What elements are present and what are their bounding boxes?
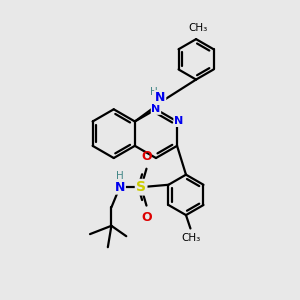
Text: H: H (116, 171, 124, 181)
Text: N: N (115, 181, 125, 194)
Text: O: O (141, 150, 152, 164)
Text: S: S (136, 180, 146, 194)
Text: N: N (155, 91, 165, 104)
Text: CH₃: CH₃ (182, 233, 201, 243)
Text: H: H (150, 88, 158, 98)
Text: N: N (151, 104, 160, 114)
Text: N: N (174, 116, 183, 127)
Text: CH₃: CH₃ (188, 22, 207, 33)
Text: O: O (141, 211, 152, 224)
